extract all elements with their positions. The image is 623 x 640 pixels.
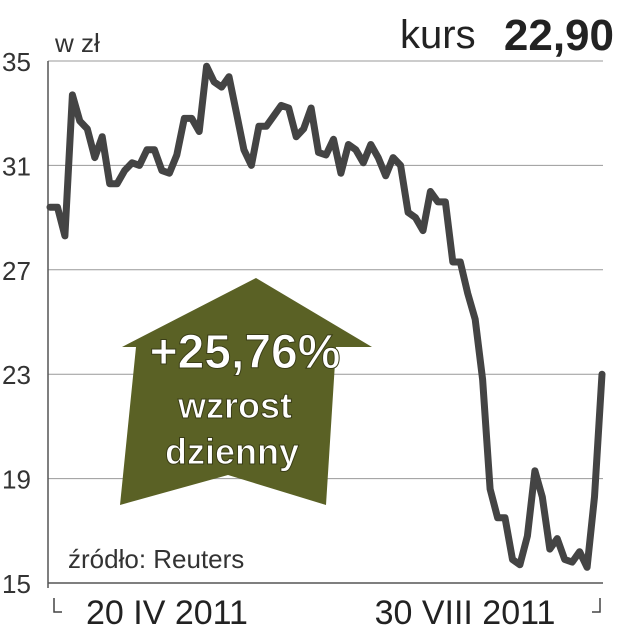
y-tick-label: 19	[2, 465, 31, 495]
kurs-label: kurs	[400, 13, 476, 57]
price-line	[46, 62, 606, 571]
badge-line2: dzienny	[165, 431, 299, 472]
kurs-value: 22,90	[504, 11, 614, 60]
x-tick-label-start: 20 IV 2011	[86, 594, 248, 632]
y-tick-label: 35	[2, 47, 31, 77]
change-percent: +25,76%	[150, 326, 341, 379]
badge-line1: wzrost	[177, 385, 292, 426]
y-tick-label: 27	[2, 256, 31, 286]
arrow-up-badge	[120, 278, 372, 505]
source-label: źródło: Reuters	[68, 544, 244, 574]
x-tick-label-end: 30 VIII 2011	[375, 594, 556, 632]
y-tick-label: 31	[2, 151, 31, 181]
y-tick-label: 23	[2, 360, 31, 390]
unit-label: w zł	[54, 28, 100, 58]
y-tick-labels: 35 31 27 23 19 15	[2, 47, 31, 599]
x-axis-bracket	[53, 598, 601, 613]
y-tick-label: 15	[2, 569, 31, 599]
